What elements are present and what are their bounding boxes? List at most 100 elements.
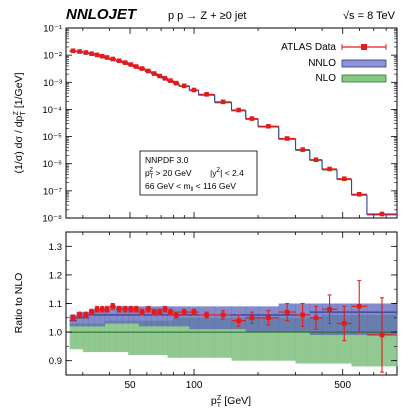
data-point (83, 50, 89, 55)
nlo-band (94, 323, 101, 353)
ratio-point (146, 306, 151, 312)
data-point (327, 166, 332, 172)
cuts-mass: 66 GeV < mll < 116 GeV (145, 181, 236, 193)
data-point (151, 71, 157, 76)
ratio-point (220, 312, 226, 318)
ratio-y-tick-label: 1.2 (49, 270, 62, 281)
data-point (249, 116, 255, 121)
bottom-y-axis-title: Ratio to NLO (13, 273, 25, 334)
ratio-point (356, 304, 362, 309)
ratio-point (139, 309, 145, 315)
legend: ATLAS Data NNLO NLO (281, 42, 387, 84)
nlo-band (189, 317, 199, 358)
ratio-point (122, 306, 128, 312)
data-point (133, 64, 139, 69)
data-point (300, 147, 305, 152)
data-point (99, 53, 105, 59)
ratio-point (266, 315, 271, 321)
ratio-bands (69, 303, 398, 367)
data-point (341, 176, 347, 182)
ratio-point (116, 306, 122, 312)
nlo-band (157, 320, 163, 355)
nlo-band (173, 317, 180, 358)
data-point (168, 78, 173, 83)
nlo-band (138, 320, 146, 355)
legend-swatch-nnlo (341, 59, 387, 68)
legend-label-data: ATLAS Data (281, 42, 336, 53)
data-point (313, 157, 319, 163)
ratio-point (110, 304, 116, 309)
data-point (191, 87, 197, 93)
nlo-band (179, 317, 190, 358)
nlo-band (167, 320, 174, 358)
data-point (356, 191, 362, 197)
data-point (146, 68, 151, 74)
cuts-rapidity: |yZ| < 2.4 (210, 168, 244, 178)
ratio-point (173, 312, 179, 318)
x-tick-label: 50 (124, 380, 136, 391)
ratio-point (341, 321, 347, 326)
cuts-box: NNPDF 3.0 pTZ > 20 GeV |yZ| < 2.4 66 GeV… (139, 150, 258, 196)
data-point (128, 62, 134, 67)
y-tick-label: 10⁻⁶ (43, 159, 63, 170)
nlo-band (162, 320, 168, 355)
nnlo-band (99, 309, 106, 327)
cuts-pdf: NNPDF 3.0 (145, 155, 189, 165)
ratio-point (157, 309, 163, 315)
cuts-pt: pTZ > 20 GeV (145, 168, 192, 180)
nnlo-band (82, 312, 90, 327)
data-point (94, 52, 100, 58)
ratio-point (151, 309, 157, 315)
data-point (236, 107, 241, 113)
ratio-point (191, 309, 197, 315)
data-point (284, 136, 290, 141)
nlo-band (88, 323, 95, 353)
nlo-band (99, 323, 106, 353)
cuts-box-frame (139, 150, 258, 196)
nlo-band (122, 320, 129, 353)
nnlo-band (151, 306, 158, 327)
ratio-point (249, 315, 255, 321)
legend-label-nlo: NLO (315, 73, 336, 84)
nnlo-band (138, 306, 146, 327)
nlo-band (151, 320, 158, 355)
nlo-band (82, 323, 90, 353)
nnlo-band (145, 306, 152, 327)
data-point (77, 49, 82, 54)
distribution-data-points (69, 48, 397, 217)
data-point (162, 76, 168, 81)
y-tick-label: 10⁻³ (43, 78, 62, 89)
ratio-point (70, 315, 76, 321)
ratio-point (99, 306, 105, 312)
legend-swatch-nlo (341, 74, 387, 83)
x-tick-label: 500 (334, 380, 351, 391)
nnlo-band (162, 306, 168, 327)
top-y-axis-title: (1/σ) dσ / dpTZ [1/GeV] (13, 72, 27, 173)
y-tick-label: 10⁻⁴ (42, 105, 62, 116)
data-point (204, 92, 209, 97)
y-tick-label: 10⁻¹ (43, 24, 62, 35)
ratio-point (168, 309, 173, 315)
ratio-y-tick-label: 1.0 (49, 328, 62, 339)
nlo-band (133, 320, 140, 355)
ratio-y-tick-label: 1.3 (49, 242, 62, 253)
ratio-point (181, 309, 187, 315)
nnlo-band (76, 312, 84, 327)
ratio-point (128, 306, 134, 312)
y-tick-label: 10⁻⁷ (43, 186, 63, 197)
y-tick-label: 10⁻² (43, 51, 62, 62)
ratio-y-tick-label: 1.1 (49, 299, 62, 310)
data-point (157, 73, 163, 79)
ratio-point (313, 315, 319, 321)
ratio-point (104, 306, 110, 312)
nlo-band (104, 320, 110, 353)
top-panel-frame (65, 27, 398, 219)
y-tick-label: 10⁻⁸ (42, 214, 62, 225)
data-point (70, 48, 76, 54)
x-tick-label: 100 (186, 380, 203, 391)
ratio-point (327, 306, 332, 312)
nlo-band (69, 323, 77, 350)
data-point (89, 51, 94, 57)
y-tick-label: 10⁻⁵ (42, 132, 62, 143)
process-label: p p → Z + ≥0 jet (168, 10, 247, 22)
